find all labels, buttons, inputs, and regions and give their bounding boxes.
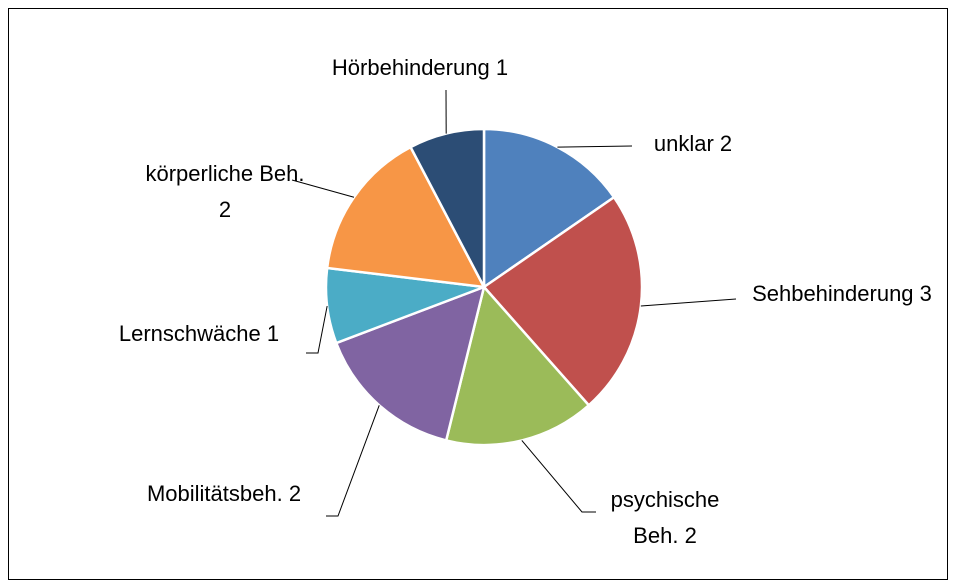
pie-slice [334,284,486,442]
category-label: körperliche Beh. [145,161,305,186]
category-label: Hörbehinderung [331,55,490,80]
value-label: 2 [218,197,232,222]
category-label: Sehbehinderung [752,281,914,306]
value-label: 2 [684,523,697,548]
value-label: 1 [266,321,280,346]
value-label: 1 [495,55,509,80]
leader-line [521,440,596,513]
data-label: psychische Beh. 2 [585,482,745,554]
leader-line [306,305,328,354]
data-label: körperliche Beh. 2 [145,156,305,228]
value-label: 2 [719,131,733,156]
pie-slice [444,284,591,447]
data-label: unklar 2 [628,126,758,162]
leader-line [326,405,380,517]
value-label: 3 [919,281,932,306]
value-label: 2 [288,481,302,506]
leader-line [640,298,737,307]
data-label: Lernschwäche 1 [89,316,309,352]
data-label: Sehbehinderung 3 [732,276,952,312]
category-label: Lernschwäche [118,321,261,346]
data-label: Mobilitätsbeh. 2 [109,476,339,512]
leader-line [557,145,633,148]
leader-line [291,179,355,198]
pie-slice [325,145,487,289]
category-label: unklar [653,131,714,156]
pie-slice [408,127,486,288]
pie-slice [482,195,644,408]
data-label: Hörbehinderung 1 [290,50,550,86]
pie-slice [482,127,616,290]
category-label: psychische Beh. [610,487,720,548]
category-label: Mobilitätsbeh. [146,481,283,506]
